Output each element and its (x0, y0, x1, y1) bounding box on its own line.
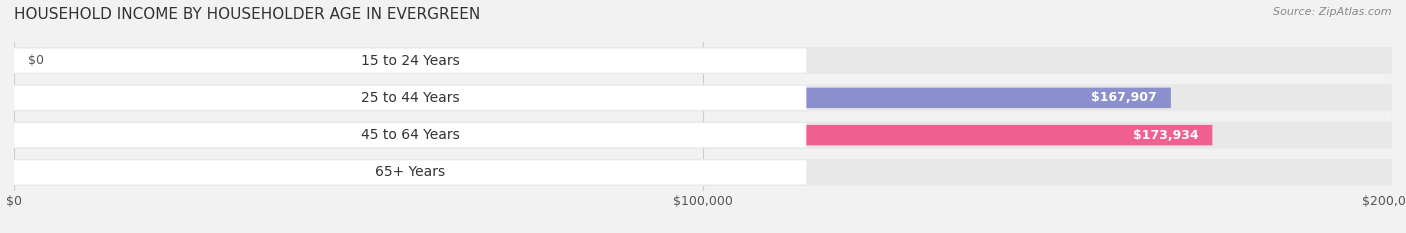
Text: $88,333: $88,333 (553, 166, 609, 179)
FancyBboxPatch shape (14, 160, 807, 185)
Text: $173,934: $173,934 (1133, 129, 1198, 142)
Text: Source: ZipAtlas.com: Source: ZipAtlas.com (1274, 7, 1392, 17)
FancyBboxPatch shape (14, 47, 1392, 74)
Text: 25 to 44 Years: 25 to 44 Years (361, 91, 460, 105)
Text: 65+ Years: 65+ Years (375, 165, 446, 179)
FancyBboxPatch shape (14, 86, 807, 110)
Text: HOUSEHOLD INCOME BY HOUSEHOLDER AGE IN EVERGREEN: HOUSEHOLD INCOME BY HOUSEHOLDER AGE IN E… (14, 7, 481, 22)
FancyBboxPatch shape (14, 159, 1392, 186)
Text: $0: $0 (28, 54, 44, 67)
Text: 45 to 64 Years: 45 to 64 Years (361, 128, 460, 142)
FancyBboxPatch shape (14, 84, 1392, 111)
FancyBboxPatch shape (14, 122, 1392, 149)
Text: 15 to 24 Years: 15 to 24 Years (361, 54, 460, 68)
FancyBboxPatch shape (14, 125, 1212, 145)
Text: $167,907: $167,907 (1091, 91, 1157, 104)
FancyBboxPatch shape (14, 123, 807, 147)
FancyBboxPatch shape (14, 48, 807, 73)
FancyBboxPatch shape (14, 162, 623, 183)
FancyBboxPatch shape (14, 88, 1171, 108)
